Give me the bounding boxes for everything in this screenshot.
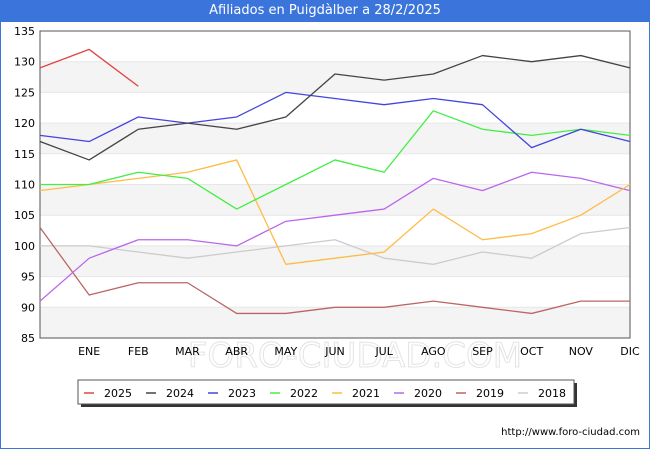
y-tick-label: 135 <box>14 25 35 38</box>
x-tick-label: JUL <box>374 345 393 358</box>
legend-label-2024: 2024 <box>166 387 194 400</box>
grid-band <box>40 61 630 93</box>
watermark-text: FORO-CIUDAD.COM <box>188 336 522 376</box>
x-tick-label: ABR <box>225 345 248 358</box>
series-line-2025 <box>39 48 139 87</box>
series-line-2024 <box>39 54 631 161</box>
x-tick-label: JUN <box>324 345 345 358</box>
y-tick-label: 130 <box>14 56 35 69</box>
x-tick-label: OCT <box>520 345 543 358</box>
x-tick-label: MAY <box>274 345 297 358</box>
legend-label-2018: 2018 <box>538 387 566 400</box>
y-tick-label: 100 <box>14 240 35 253</box>
grid-band <box>40 123 630 154</box>
x-tick-label: MAR <box>175 345 200 358</box>
legend-label-2025: 2025 <box>104 387 132 400</box>
y-tick-label: 120 <box>14 117 35 130</box>
grid-band <box>40 245 630 277</box>
x-tick-label: FEB <box>128 345 149 358</box>
series-line-2018 <box>40 226 631 265</box>
grid-band <box>40 184 630 216</box>
chart-title: Afiliados en Puigdàlber a 28/2/2025 <box>0 0 650 22</box>
series-line-2023 <box>39 91 631 149</box>
y-tick-label: 125 <box>14 86 35 99</box>
y-tick-label: 90 <box>21 301 35 314</box>
y-tick-label: 105 <box>14 209 35 222</box>
series-line-2019 <box>39 227 630 315</box>
legend-label-2022: 2022 <box>290 387 318 400</box>
x-tick-label: ENE <box>78 345 100 358</box>
grid-band <box>40 307 630 338</box>
source-url[interactable]: http://www.foro-ciudad.com <box>501 427 640 438</box>
x-tick-label: SEP <box>472 345 493 358</box>
legend-box <box>77 379 575 405</box>
y-tick-label: 85 <box>21 332 35 345</box>
x-tick-label: AGO <box>421 345 446 358</box>
y-tick-label: 95 <box>21 271 35 284</box>
series-line-2020 <box>39 171 631 302</box>
series-line-2022 <box>40 110 631 210</box>
series-line-2021 <box>39 159 631 265</box>
legend-label-2020: 2020 <box>414 387 442 400</box>
x-tick-label: DIC <box>620 345 640 358</box>
legend-label-2023: 2023 <box>228 387 256 400</box>
x-tick-label: NOV <box>569 345 594 358</box>
legend-label-2019: 2019 <box>476 387 504 400</box>
legend-label-2021: 2021 <box>352 387 380 400</box>
y-tick-label: 115 <box>14 148 35 161</box>
y-tick-label: 110 <box>14 179 35 192</box>
